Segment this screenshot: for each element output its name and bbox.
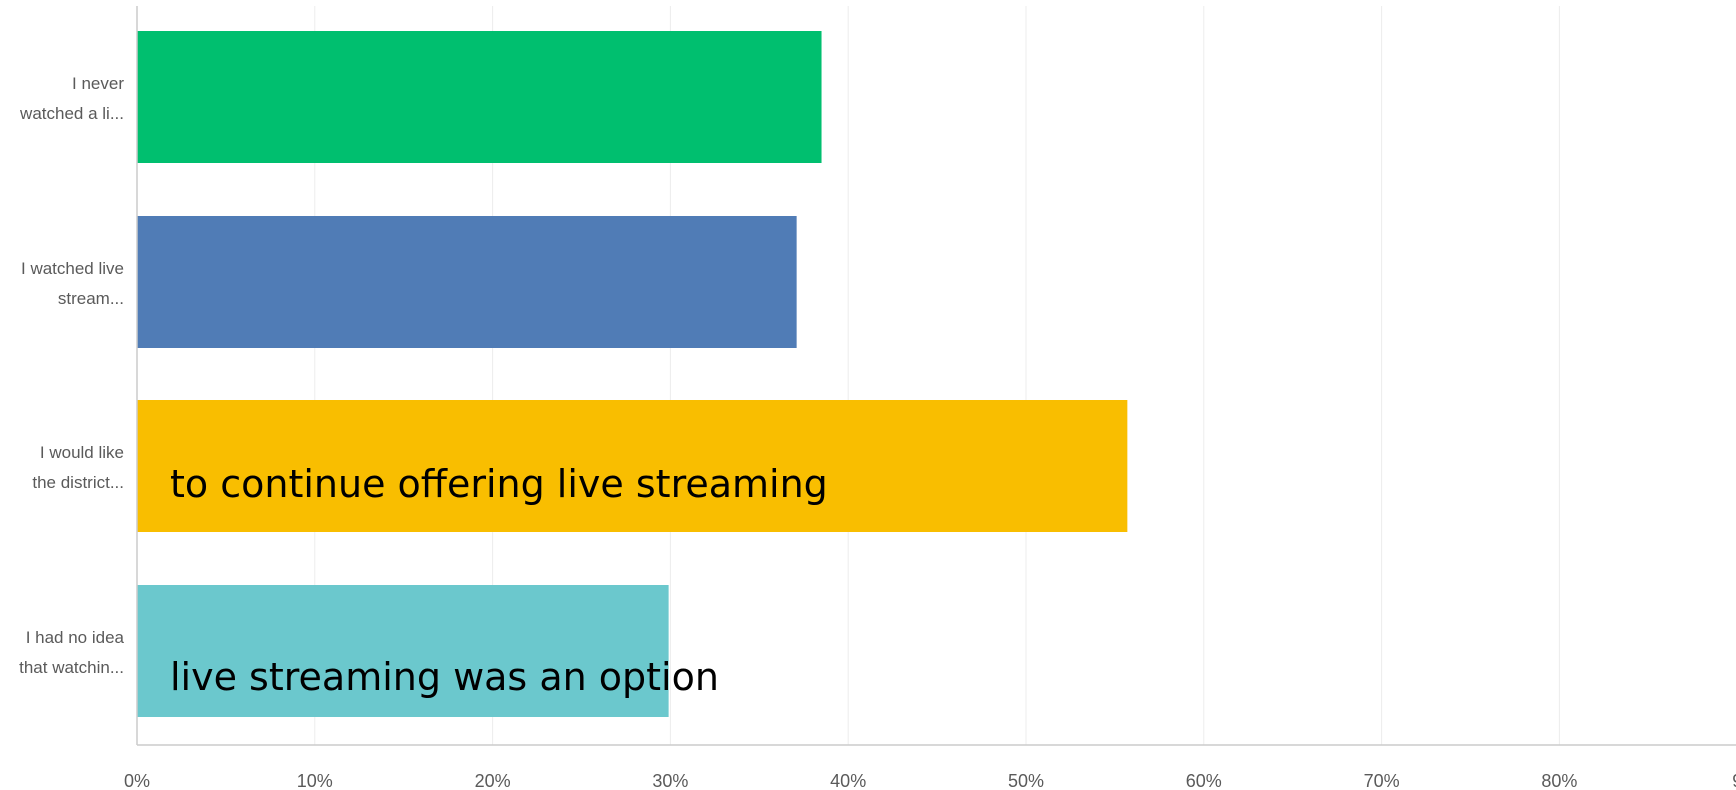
x-tick-label: 80%	[1541, 771, 1577, 790]
bar	[137, 400, 1128, 532]
bar	[137, 31, 822, 163]
x-tick-label: 0%	[124, 771, 150, 790]
overlay-annotations: to continue offering live streaming live …	[170, 462, 828, 699]
category-label: I had no idea	[26, 628, 125, 647]
x-tick-label: 9	[1732, 771, 1736, 790]
category-label: watched a li...	[19, 104, 124, 123]
category-label: that watchin...	[19, 658, 124, 677]
category-labels: I never watched a li... I watched live stre…	[19, 74, 124, 677]
x-tick-label: 50%	[1008, 771, 1044, 790]
annotation-text: to continue offering live streaming	[170, 462, 828, 506]
category-label: stream...	[58, 289, 124, 308]
bars	[137, 31, 1128, 717]
x-tick-label: 60%	[1186, 771, 1222, 790]
annotation-text: live streaming was an option	[170, 655, 719, 699]
bar	[137, 585, 669, 717]
category-label: I watched live	[21, 259, 124, 278]
x-tick-label: 10%	[297, 771, 333, 790]
bar	[137, 216, 797, 348]
x-tick-label: 40%	[830, 771, 866, 790]
category-label: I never	[72, 74, 124, 93]
x-tick-labels: 0% 10% 20% 30% 40% 50% 60% 70% 80% 9	[124, 771, 1736, 790]
x-tick-label: 20%	[475, 771, 511, 790]
category-label: the district...	[32, 473, 124, 492]
axes	[136, 6, 1736, 746]
x-tick-label: 30%	[652, 771, 688, 790]
category-label: I would like	[40, 443, 124, 462]
x-tick-label: 70%	[1364, 771, 1400, 790]
